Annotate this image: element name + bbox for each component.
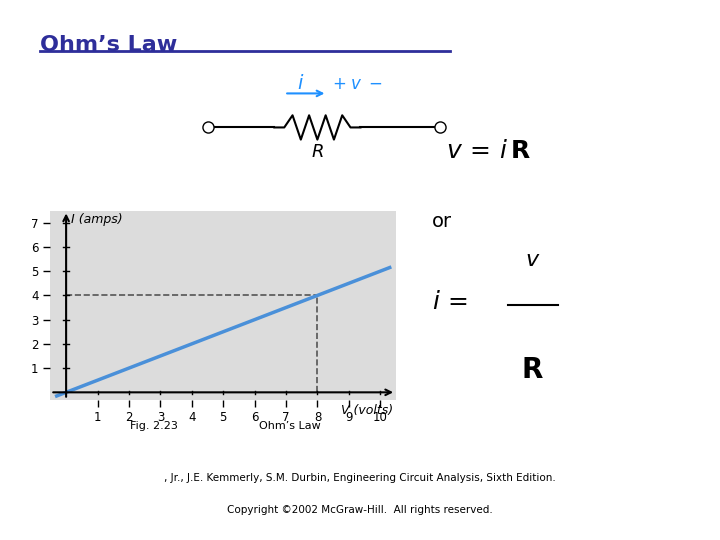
Text: $i\,=$: $i\,=$ (432, 291, 468, 314)
Text: Fig. 2.23: Fig. 2.23 (130, 421, 177, 431)
Text: or: or (432, 212, 452, 231)
Polygon shape (94, 485, 118, 514)
Text: V (volts): V (volts) (341, 404, 393, 417)
Text: I (amps): I (amps) (71, 213, 122, 226)
Text: $v$: $v$ (525, 250, 541, 270)
Text: Ohm’s Law: Ohm’s Law (40, 35, 177, 55)
Text: , Jr., J.E. Kemmerly, S.M. Durbin, Engineering Circuit Analysis, Sixth Edition.: , Jr., J.E. Kemmerly, S.M. Durbin, Engin… (164, 473, 556, 483)
Text: $v\,=\,i\,\mathbf{R}$: $v\,=\,i\,\mathbf{R}$ (446, 139, 531, 163)
Text: $i$: $i$ (297, 74, 305, 93)
Text: Copyright ©2002 McGraw-Hill.  All rights reserved.: Copyright ©2002 McGraw-Hill. All rights … (227, 505, 493, 515)
Text: $+\;v\;-$: $+\;v\;-$ (332, 75, 382, 93)
Text: $\mathbf{R}$: $\mathbf{R}$ (521, 356, 544, 384)
Text: $R$: $R$ (311, 143, 324, 160)
Text: Ohm’s Law: Ohm’s Law (259, 421, 321, 431)
